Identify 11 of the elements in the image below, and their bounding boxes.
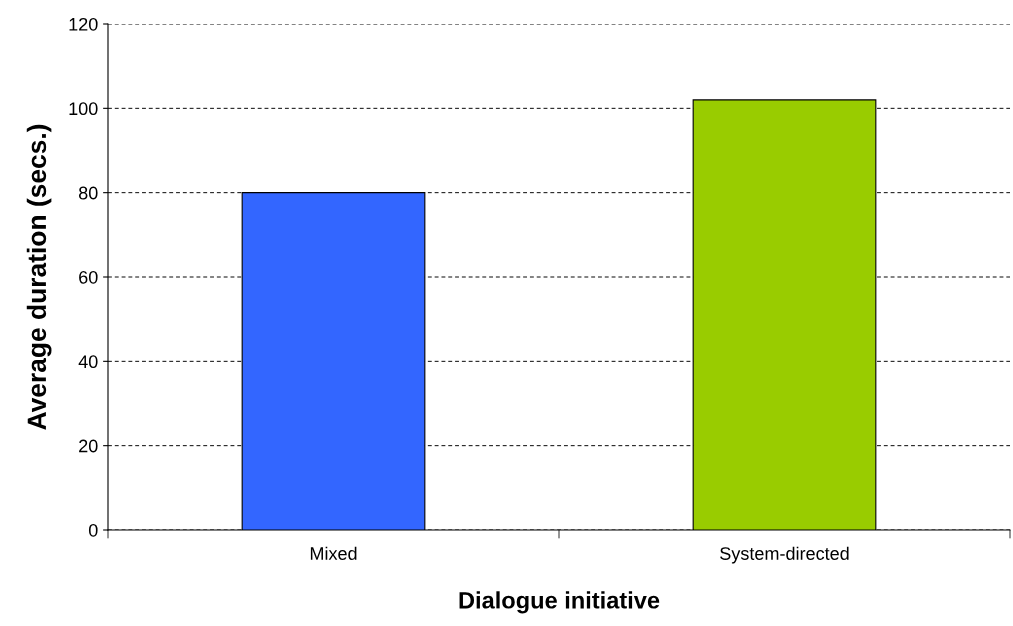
y-tick-label: 0: [88, 523, 98, 537]
x-tick-label: Mixed: [310, 546, 357, 560]
y-tick-label: 60: [79, 270, 98, 284]
y-tick-label: 80: [78, 186, 98, 200]
x-axis-title: Dialogue initiative: [459, 591, 660, 614]
y-tick-label: 120: [69, 17, 98, 31]
y-axis-title: Average duration (secs.): [26, 124, 52, 430]
y-tick-label: 100: [69, 102, 98, 116]
y-tick-label: 20: [79, 439, 98, 453]
x-tick-label: System-directed: [720, 546, 849, 564]
y-tick-label: 40: [78, 355, 98, 369]
